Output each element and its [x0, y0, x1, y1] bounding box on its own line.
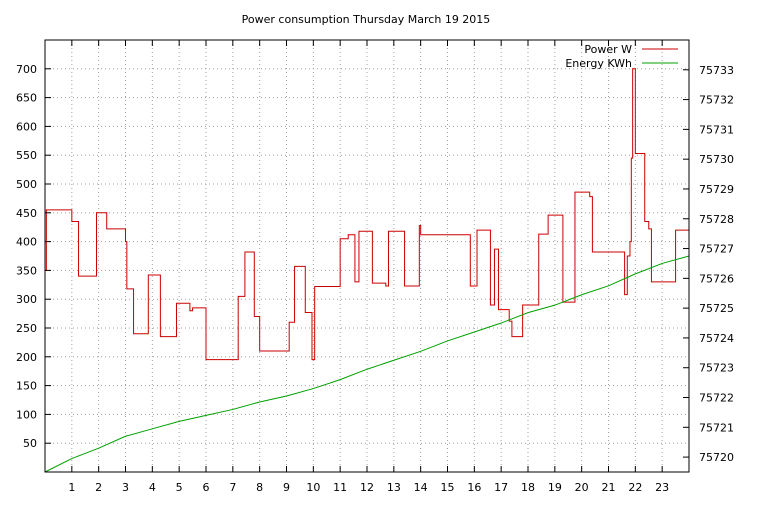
y-tick-label: 300 [16, 293, 37, 306]
y-tick-label: 600 [16, 120, 37, 133]
x-tick-label: 8 [256, 481, 263, 494]
y2-tick-label: 75729 [699, 183, 734, 196]
legend-label-power: Power W [584, 43, 632, 56]
y-tick-label: 500 [16, 178, 37, 191]
y2-tick-label: 75723 [699, 362, 734, 375]
y2-tick-label: 75728 [699, 213, 734, 226]
x-tick-label: 19 [548, 481, 562, 494]
y2-tick-label: 75720 [699, 451, 734, 464]
x-tick-label: 12 [360, 481, 374, 494]
y-tick-label: 450 [16, 207, 37, 220]
y-tick-label: 50 [23, 437, 37, 450]
x-tick-label: 1 [68, 481, 75, 494]
x-tick-label: 10 [306, 481, 320, 494]
x-tick-label: 5 [176, 481, 183, 494]
axis-ticks: 1 2 3 4 5 6 7 8 9 10 11 12 13 14 15 16 17 18 19 20 21 22 23501… [16, 40, 734, 494]
x-tick-label: 4 [149, 481, 156, 494]
y-tick-label: 550 [16, 149, 37, 162]
x-tick-label: 17 [494, 481, 508, 494]
x-tick-label: 21 [602, 481, 616, 494]
y-tick-label: 200 [16, 351, 37, 364]
x-tick-label: 11 [333, 481, 347, 494]
x-tick-label: 20 [575, 481, 589, 494]
series-lines [44, 68, 690, 473]
y2-tick-label: 75731 [699, 123, 734, 136]
y-tick-label: 700 [16, 63, 37, 76]
x-tick-label: 6 [203, 481, 210, 494]
energy-series-line [44, 255, 690, 473]
x-tick-label: 13 [387, 481, 401, 494]
y2-tick-label: 75721 [699, 421, 734, 434]
x-tick-label: 22 [628, 481, 642, 494]
x-tick-label: 15 [441, 481, 455, 494]
y-tick-label: 350 [16, 264, 37, 277]
power-series-line [45, 68, 690, 361]
x-tick-label: 18 [521, 481, 535, 494]
grid-lines [45, 40, 689, 472]
y2-tick-label: 75722 [699, 392, 734, 405]
x-tick-label: 3 [122, 481, 129, 494]
x-tick-label: 16 [467, 481, 481, 494]
x-tick-label: 7 [229, 481, 236, 494]
y2-tick-label: 75724 [699, 332, 734, 345]
x-tick-label: 23 [655, 481, 669, 494]
y-tick-label: 650 [16, 92, 37, 105]
y-tick-label: 150 [16, 380, 37, 393]
legend-label-energy: Energy KWh [565, 57, 632, 70]
y-tick-label: 400 [16, 236, 37, 249]
x-tick-label: 14 [414, 481, 428, 494]
y2-tick-label: 75725 [699, 302, 734, 315]
y-tick-label: 100 [16, 408, 37, 421]
legend: Power W Energy KWh [565, 43, 678, 70]
y2-tick-label: 75732 [699, 94, 734, 107]
y2-tick-label: 75727 [699, 243, 734, 256]
x-tick-label: 9 [283, 481, 290, 494]
x-tick-label: 2 [95, 481, 102, 494]
y-tick-label: 250 [16, 322, 37, 335]
y2-tick-label: 75733 [699, 64, 734, 77]
y2-tick-label: 75730 [699, 153, 734, 166]
y2-tick-label: 75726 [699, 272, 734, 285]
chart-title: Power consumption Thursday March 19 2015 [242, 13, 491, 26]
